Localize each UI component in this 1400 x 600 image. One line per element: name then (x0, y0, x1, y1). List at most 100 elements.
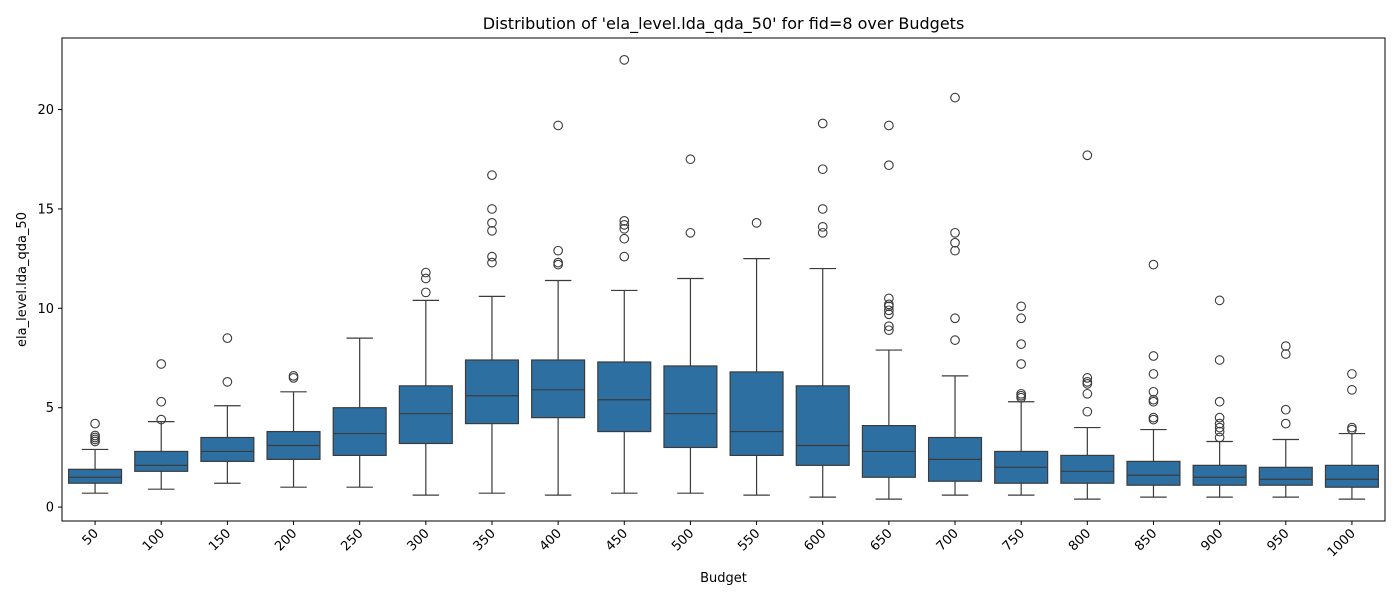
outlier-point (619, 223, 630, 234)
x-tick-label: 700 (934, 526, 962, 554)
box-group (1324, 369, 1379, 500)
x-tick-label: 950 (1264, 526, 1292, 554)
outlier-point (1347, 424, 1357, 435)
outlier-point (156, 359, 167, 369)
box (398, 385, 453, 445)
outlier-point (420, 273, 431, 284)
outlier-point (487, 225, 497, 236)
outlier-point (1214, 396, 1225, 407)
outlier-point (1082, 388, 1093, 399)
outlier-point (950, 313, 960, 324)
box (531, 359, 586, 419)
box (729, 371, 784, 457)
outlier-point (950, 245, 960, 256)
box-group (994, 301, 1049, 496)
box (1192, 464, 1247, 486)
y-tick-label: 5 (46, 401, 54, 416)
box-group (134, 359, 189, 490)
outlier-point (1280, 404, 1291, 415)
x-tick-label: 550 (735, 526, 763, 554)
outlier-point (884, 120, 894, 131)
x-tick-label: 200 (272, 526, 300, 554)
outlier-point (1148, 394, 1159, 405)
outlier-point (1148, 412, 1159, 423)
y-tick-label: 15 (37, 202, 54, 217)
outlier-point (1082, 373, 1093, 383)
outlier-point (1148, 414, 1159, 425)
x-axis: 50 100 150 200 250 300 350 400 450 500 550 600 650 70… (80, 521, 1359, 560)
outlier-point (884, 293, 894, 304)
outlier-point (553, 259, 563, 270)
box-group (1258, 341, 1313, 498)
x-tick-label: 450 (603, 526, 631, 554)
outlier-point (553, 120, 563, 131)
box (200, 436, 255, 462)
box-group (795, 118, 850, 498)
y-tick-label: 10 (37, 302, 54, 317)
outlier-point (1214, 412, 1225, 423)
outlier-point (884, 305, 894, 316)
box (332, 407, 387, 457)
box (1126, 460, 1181, 486)
x-tick-label: 900 (1198, 526, 1226, 554)
outlier-point (1148, 259, 1159, 270)
outlier-point (884, 321, 894, 332)
outlier-point (1347, 384, 1357, 395)
box (597, 361, 652, 433)
outlier-point (884, 325, 894, 336)
box-group (398, 267, 453, 496)
outlier-point (222, 333, 233, 343)
x-tick-label: 100 (140, 526, 168, 554)
box-group (200, 333, 255, 484)
box-group (332, 337, 387, 488)
box-group (68, 418, 123, 494)
outlier-point (619, 251, 630, 262)
chart-title: Distribution of 'ela_level.lda_qda_50' f… (483, 14, 965, 34)
outlier-point (1016, 388, 1027, 399)
x-tick-label: 150 (206, 526, 234, 554)
outlier-point (619, 219, 630, 230)
outlier-point (288, 373, 299, 383)
outlier-point (1214, 418, 1225, 429)
box-group (1192, 295, 1247, 498)
x-axis-title: Budget (700, 571, 747, 586)
x-tick-label: 750 (1000, 526, 1028, 554)
x-tick-label: 1000 (1325, 526, 1359, 560)
outlier-point (156, 414, 167, 425)
outlier-point (619, 55, 630, 65)
box-group (663, 154, 718, 494)
outlier-point (1016, 339, 1027, 349)
outlier-point (1148, 386, 1159, 397)
outlier-point (685, 227, 696, 238)
x-tick-label: 850 (1132, 526, 1160, 554)
outlier-point (1214, 432, 1225, 443)
box-group (464, 170, 520, 494)
outlier-point (487, 170, 497, 180)
outlier-point (950, 335, 960, 345)
outlier-point (1347, 369, 1357, 379)
box (1324, 464, 1379, 488)
outlier-point (1214, 355, 1225, 365)
box-group (729, 218, 784, 496)
outlier-point (1214, 295, 1225, 306)
box-group (597, 55, 652, 494)
outlier-point (1148, 396, 1159, 407)
outlier-point (1214, 426, 1225, 437)
outlier-point (487, 257, 497, 268)
outlier-point (553, 245, 563, 256)
outlier-point (1082, 377, 1093, 387)
outlier-point (1148, 369, 1159, 379)
outlier-point (950, 237, 960, 248)
y-tick-label: 20 (37, 103, 54, 118)
outlier-point (1016, 390, 1027, 401)
box-group (1126, 259, 1181, 498)
x-tick-label: 500 (669, 526, 697, 554)
outlier-point (1082, 406, 1093, 417)
outlier-point (1016, 359, 1027, 369)
outlier-point (288, 371, 299, 381)
outlier-point (156, 396, 167, 407)
box-group (861, 120, 916, 500)
outlier-point (1347, 422, 1357, 433)
